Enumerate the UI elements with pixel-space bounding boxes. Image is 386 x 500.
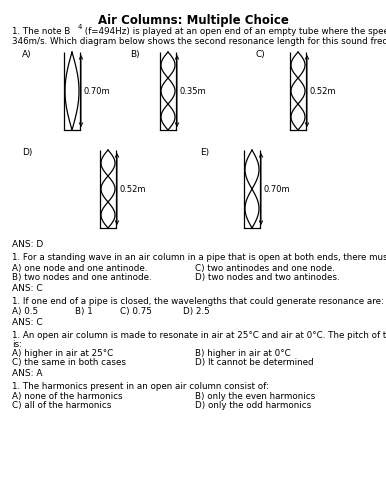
Text: A) none of the harmonics: A) none of the harmonics bbox=[12, 392, 123, 401]
Text: C) two antinodes and one node.: C) two antinodes and one node. bbox=[195, 264, 335, 273]
Text: A): A) bbox=[22, 50, 32, 59]
Text: D) two nodes and two antinodes.: D) two nodes and two antinodes. bbox=[195, 273, 340, 282]
Text: 0.70m: 0.70m bbox=[83, 86, 110, 96]
Text: 1. The note B: 1. The note B bbox=[12, 27, 70, 36]
Text: 0.52m: 0.52m bbox=[119, 184, 146, 194]
Text: B) only the even harmonics: B) only the even harmonics bbox=[195, 392, 315, 401]
Text: 1. An open air column is made to resonate in air at 25°C and air at 0°C. The pit: 1. An open air column is made to resonat… bbox=[12, 331, 386, 340]
Text: 1. The harmonics present in an open air column consist of:: 1. The harmonics present in an open air … bbox=[12, 382, 269, 391]
Text: D) only the odd harmonics: D) only the odd harmonics bbox=[195, 401, 311, 410]
Text: 0.35m: 0.35m bbox=[179, 86, 206, 96]
Text: D) It cannot be determined: D) It cannot be determined bbox=[195, 358, 313, 367]
Text: D) 2.5: D) 2.5 bbox=[183, 307, 210, 316]
Text: C) all of the harmonics: C) all of the harmonics bbox=[12, 401, 112, 410]
Text: C) 0.75: C) 0.75 bbox=[120, 307, 152, 316]
Text: A) one node and one antinode.: A) one node and one antinode. bbox=[12, 264, 147, 273]
Text: ANS: A: ANS: A bbox=[12, 369, 42, 378]
Text: C) the same in both cases: C) the same in both cases bbox=[12, 358, 126, 367]
Text: Air Columns: Multiple Choice: Air Columns: Multiple Choice bbox=[98, 14, 288, 27]
Text: C): C) bbox=[256, 50, 266, 59]
Text: B): B) bbox=[130, 50, 140, 59]
Text: D): D) bbox=[22, 148, 32, 157]
Text: ANS: D: ANS: D bbox=[12, 240, 43, 249]
Text: B) two nodes and one antinode.: B) two nodes and one antinode. bbox=[12, 273, 152, 282]
Text: 4: 4 bbox=[78, 24, 82, 30]
Text: 346m/s. Which diagram below shows the second resonance length for this sound fre: 346m/s. Which diagram below shows the se… bbox=[12, 37, 386, 46]
Text: B) higher in air at 0°C: B) higher in air at 0°C bbox=[195, 349, 291, 358]
Text: 0.70m: 0.70m bbox=[263, 184, 290, 194]
Text: 1. For a standing wave in an air column in a pipe that is open at both ends, the: 1. For a standing wave in an air column … bbox=[12, 253, 386, 262]
Text: A) higher in air at 25°C: A) higher in air at 25°C bbox=[12, 349, 113, 358]
Text: 1. If one end of a pipe is closed, the wavelengths that could generate resonance: 1. If one end of a pipe is closed, the w… bbox=[12, 297, 384, 306]
Text: A) 0.5: A) 0.5 bbox=[12, 307, 38, 316]
Text: ANS: C: ANS: C bbox=[12, 284, 42, 293]
Text: 0.52m: 0.52m bbox=[309, 86, 335, 96]
Text: is:: is: bbox=[12, 340, 22, 349]
Text: B) 1: B) 1 bbox=[75, 307, 93, 316]
Text: ANS: C: ANS: C bbox=[12, 318, 42, 327]
Text: (f=494Hz) is played at an open end of an empty tube where the speed of sound in : (f=494Hz) is played at an open end of an… bbox=[82, 27, 386, 36]
Text: E): E) bbox=[200, 148, 209, 157]
